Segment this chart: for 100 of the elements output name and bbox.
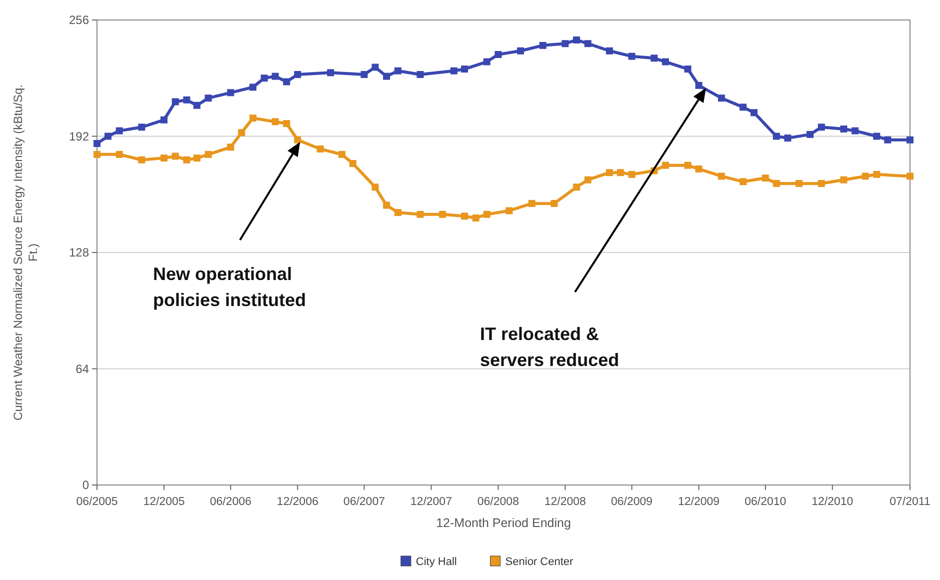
point (227, 89, 234, 96)
x-tick-label: 12/2008 (544, 496, 586, 508)
annotation: New operational policies instituted (153, 264, 306, 310)
legend-label: Senior Center (505, 556, 574, 568)
point (338, 150, 346, 158)
point (762, 174, 769, 182)
point (606, 47, 613, 54)
point (483, 58, 490, 66)
point (483, 210, 490, 218)
x-tick-label: 06/2009 (611, 496, 653, 508)
point (138, 156, 146, 164)
point (461, 66, 468, 73)
point (684, 66, 692, 73)
point (372, 184, 379, 191)
point (172, 152, 179, 160)
annotation: IT relocated & servers reduced (480, 324, 620, 370)
point (539, 42, 546, 49)
point (562, 40, 569, 48)
point (260, 74, 268, 82)
point (372, 64, 379, 71)
point (394, 67, 402, 74)
x-axis-title: 12-Month Period Ending (436, 516, 571, 530)
point (383, 72, 390, 80)
point (238, 129, 246, 136)
point (906, 136, 914, 144)
point (316, 145, 324, 152)
point (204, 150, 212, 158)
point (550, 200, 558, 207)
point (227, 144, 234, 151)
x-tick-label: 06/2008 (477, 496, 519, 508)
point (517, 47, 524, 54)
point (873, 170, 880, 178)
x-tick-label: 06/2006 (210, 496, 252, 508)
point (193, 102, 200, 109)
point (818, 180, 825, 187)
point (796, 180, 803, 187)
x-tick-label: 12/2007 (410, 496, 452, 508)
point (472, 214, 480, 222)
point (249, 84, 256, 91)
point (94, 150, 100, 158)
point (294, 136, 302, 144)
y-tick-label: 192 (68, 129, 90, 144)
point (628, 52, 636, 60)
point (750, 109, 758, 116)
point (183, 96, 190, 104)
point (450, 67, 458, 74)
point (172, 98, 179, 106)
x-tick-label: 12/2010 (812, 496, 854, 508)
point (349, 160, 356, 167)
point (116, 127, 123, 134)
point (818, 124, 825, 131)
point (193, 154, 200, 162)
point (439, 210, 446, 218)
point (662, 162, 669, 169)
point (272, 118, 279, 126)
x-tick-label: 12/2005 (143, 496, 185, 508)
point (360, 70, 368, 78)
point (606, 169, 613, 176)
point (160, 116, 168, 124)
point (852, 127, 859, 134)
point (772, 132, 780, 140)
point (416, 70, 424, 78)
point (528, 200, 536, 207)
point (662, 58, 669, 66)
point (138, 124, 146, 131)
point (416, 210, 424, 218)
point (584, 40, 592, 48)
point (272, 72, 279, 80)
point (718, 172, 725, 180)
point (294, 70, 302, 78)
point (862, 172, 869, 180)
point (283, 78, 290, 86)
point (183, 156, 190, 164)
point (628, 170, 636, 178)
point (249, 114, 256, 122)
point (204, 94, 212, 102)
legend-label: City Hall (416, 556, 457, 568)
point (806, 130, 814, 138)
x-tick-label: 12/2006 (276, 496, 318, 508)
point (116, 150, 123, 158)
point (616, 169, 624, 176)
x-tick-label: 12/2009 (678, 496, 720, 508)
point (584, 176, 592, 184)
point (740, 178, 747, 186)
x-tick-label: 06/2007 (343, 496, 386, 508)
point (740, 104, 747, 111)
point (494, 51, 502, 58)
x-tick-label: 06/2005 (76, 496, 118, 508)
point (840, 125, 848, 132)
point (394, 209, 402, 216)
y-tick-label: 64 (76, 362, 90, 376)
point (383, 202, 390, 209)
point (573, 184, 580, 191)
point (283, 120, 290, 128)
point (160, 154, 168, 162)
y-axis-title: Current Weather Normalized Source Energy Intensity (kBtu/Sq. Ft.) (11, 84, 40, 420)
point (461, 212, 468, 220)
point (906, 172, 914, 180)
point (840, 176, 848, 184)
y-tick-label: 256 (68, 13, 90, 28)
